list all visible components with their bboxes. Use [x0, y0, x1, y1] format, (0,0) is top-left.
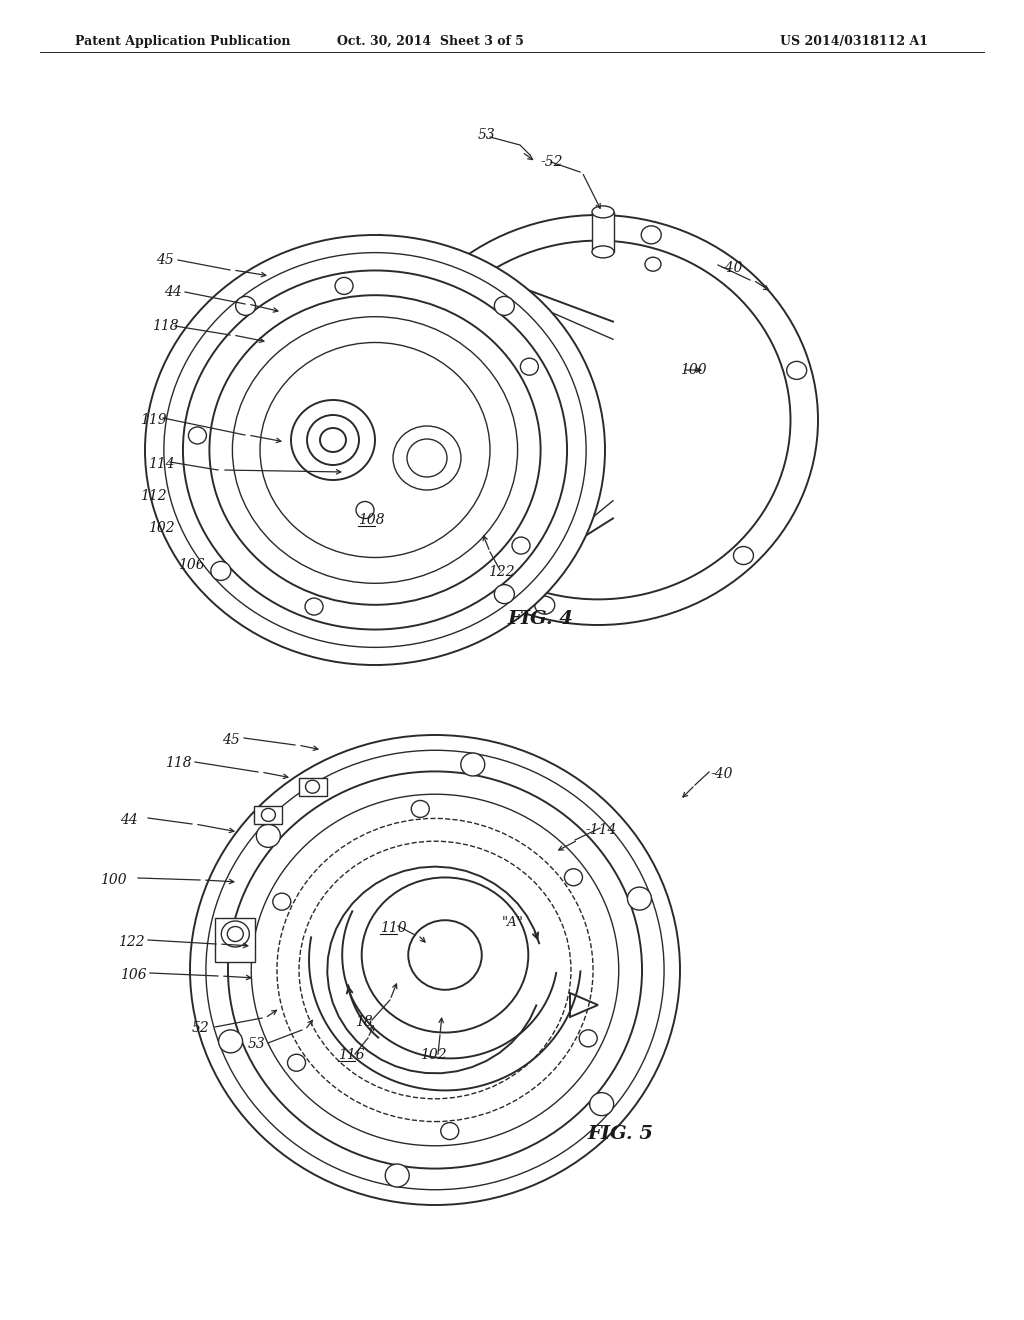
Text: 106: 106 — [178, 558, 205, 572]
Ellipse shape — [276, 818, 593, 1122]
Text: Patent Application Publication: Patent Application Publication — [75, 36, 291, 48]
Text: 45: 45 — [222, 733, 240, 747]
Ellipse shape — [272, 894, 291, 911]
Text: 106: 106 — [120, 968, 146, 982]
Bar — [299, 777, 327, 796]
Text: 44: 44 — [120, 813, 138, 828]
Ellipse shape — [260, 342, 490, 557]
Text: 44: 44 — [164, 285, 181, 300]
Text: 110: 110 — [380, 921, 407, 935]
Ellipse shape — [520, 358, 539, 375]
Text: Oct. 30, 2014  Sheet 3 of 5: Oct. 30, 2014 Sheet 3 of 5 — [337, 36, 523, 48]
Ellipse shape — [592, 206, 614, 218]
Ellipse shape — [409, 920, 481, 990]
Ellipse shape — [206, 750, 665, 1189]
Ellipse shape — [406, 240, 791, 599]
Text: 118: 118 — [165, 756, 191, 770]
Ellipse shape — [291, 400, 375, 480]
Ellipse shape — [641, 226, 662, 244]
Text: FIG. 4: FIG. 4 — [507, 610, 573, 628]
Text: 116: 116 — [338, 1048, 365, 1063]
Ellipse shape — [385, 1164, 410, 1187]
Ellipse shape — [183, 271, 567, 630]
Ellipse shape — [256, 825, 281, 847]
Text: 18: 18 — [355, 1015, 373, 1030]
Ellipse shape — [786, 362, 807, 379]
Ellipse shape — [535, 597, 555, 614]
Ellipse shape — [628, 887, 651, 909]
Ellipse shape — [288, 1055, 305, 1072]
Ellipse shape — [442, 276, 463, 293]
Ellipse shape — [580, 1030, 597, 1047]
Ellipse shape — [299, 841, 571, 1098]
Ellipse shape — [188, 426, 207, 444]
Text: 100: 100 — [680, 363, 707, 378]
Ellipse shape — [389, 461, 410, 479]
Text: 52: 52 — [193, 1020, 210, 1035]
Ellipse shape — [221, 921, 249, 946]
Ellipse shape — [218, 1030, 243, 1053]
Text: US 2014/0318112 A1: US 2014/0318112 A1 — [780, 36, 928, 48]
Text: 53: 53 — [248, 1038, 266, 1051]
Ellipse shape — [209, 296, 541, 605]
Ellipse shape — [356, 502, 374, 519]
Text: -114: -114 — [585, 822, 616, 837]
Ellipse shape — [440, 1122, 459, 1139]
Ellipse shape — [495, 297, 514, 315]
Text: -40: -40 — [720, 261, 742, 275]
Bar — [592, 213, 614, 252]
Ellipse shape — [211, 561, 230, 581]
Text: 119: 119 — [140, 413, 167, 426]
Ellipse shape — [461, 752, 484, 776]
Ellipse shape — [307, 414, 359, 465]
Text: 114: 114 — [148, 457, 175, 471]
Text: 100: 100 — [100, 873, 127, 887]
Ellipse shape — [164, 252, 586, 647]
Text: 102: 102 — [148, 521, 175, 535]
Ellipse shape — [145, 235, 605, 665]
Text: -40: -40 — [710, 767, 732, 781]
Ellipse shape — [305, 780, 319, 793]
Ellipse shape — [228, 771, 642, 1168]
Ellipse shape — [412, 800, 429, 817]
Ellipse shape — [236, 297, 256, 315]
Ellipse shape — [564, 869, 583, 886]
Ellipse shape — [261, 808, 275, 821]
Text: 45: 45 — [156, 253, 174, 267]
Ellipse shape — [190, 735, 680, 1205]
Ellipse shape — [227, 927, 244, 941]
Ellipse shape — [251, 795, 618, 1146]
Text: 118: 118 — [152, 319, 178, 333]
Ellipse shape — [378, 215, 818, 624]
Ellipse shape — [733, 546, 754, 565]
Ellipse shape — [592, 246, 614, 257]
Ellipse shape — [590, 1093, 613, 1115]
Bar — [254, 807, 283, 824]
Text: 53: 53 — [478, 128, 496, 143]
Ellipse shape — [361, 878, 528, 1032]
Ellipse shape — [512, 537, 530, 554]
Ellipse shape — [335, 277, 353, 294]
Text: 102: 102 — [420, 1048, 446, 1063]
Ellipse shape — [305, 598, 323, 615]
Ellipse shape — [645, 257, 662, 271]
Ellipse shape — [319, 428, 346, 451]
Ellipse shape — [495, 585, 514, 603]
Text: -52: -52 — [540, 154, 562, 169]
Text: 112: 112 — [140, 488, 167, 503]
Text: 122: 122 — [118, 935, 144, 949]
Text: 122: 122 — [488, 565, 515, 579]
Bar — [215, 917, 255, 962]
Ellipse shape — [407, 440, 447, 477]
Text: 108: 108 — [358, 513, 385, 527]
Text: "A": "A" — [502, 916, 524, 928]
Text: FIG. 5: FIG. 5 — [587, 1125, 653, 1143]
Ellipse shape — [393, 426, 461, 490]
Ellipse shape — [232, 317, 517, 583]
